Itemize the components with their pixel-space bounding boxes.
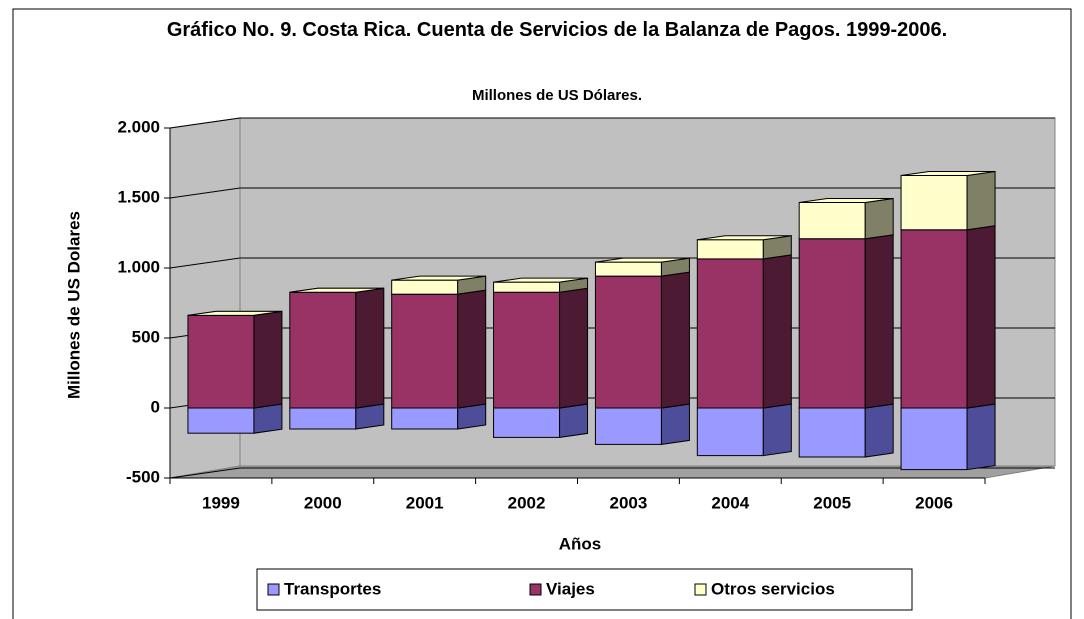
x-tick-label: 2006 bbox=[915, 493, 953, 512]
chart-subtitle: Millones de US Dólares. bbox=[471, 87, 643, 104]
x-tick-label: 2000 bbox=[304, 493, 342, 512]
bar-top bbox=[595, 257, 690, 263]
bar-side bbox=[253, 310, 283, 409]
y-axis-title: Millones de US Dolares bbox=[64, 211, 83, 399]
bar-segment bbox=[798, 407, 866, 458]
bar-segment bbox=[289, 407, 357, 430]
bar-side bbox=[660, 271, 690, 409]
bar-side bbox=[355, 287, 385, 409]
bar-segment bbox=[900, 174, 968, 231]
x-tick-label: 1999 bbox=[202, 493, 240, 512]
bar-side bbox=[660, 403, 690, 445]
bar-segment bbox=[187, 407, 255, 434]
y-tick-label: 2.000 bbox=[117, 117, 160, 136]
legend-label: Otros servicios bbox=[711, 579, 835, 598]
bar-side bbox=[559, 287, 589, 409]
legend-marker bbox=[267, 583, 280, 596]
legend-marker bbox=[529, 583, 542, 596]
y-tick-label: 1.000 bbox=[117, 257, 160, 276]
y-tick-label: 1.500 bbox=[117, 187, 160, 206]
bar-side bbox=[864, 403, 894, 458]
y-tick-label: -500 bbox=[126, 467, 160, 486]
bar-top bbox=[697, 235, 792, 241]
bar-segment bbox=[900, 229, 968, 409]
bar-segment bbox=[696, 239, 764, 260]
bar-side bbox=[559, 403, 589, 438]
bar-top bbox=[799, 197, 894, 203]
bar-segment bbox=[798, 238, 866, 409]
bar-side bbox=[457, 289, 487, 409]
bar-side bbox=[864, 197, 894, 240]
x-tick-label: 2005 bbox=[813, 493, 851, 512]
legend-label: Viajes bbox=[546, 579, 595, 598]
bar-segment bbox=[594, 407, 662, 445]
grid-line bbox=[169, 467, 1055, 479]
bar-segment bbox=[493, 281, 561, 293]
bar-top bbox=[187, 310, 283, 316]
bar-segment bbox=[289, 291, 357, 409]
x-tick-label: 2003 bbox=[610, 493, 648, 512]
grid-line bbox=[169, 117, 1055, 129]
bar-top bbox=[289, 287, 384, 293]
grid-line bbox=[169, 187, 1055, 199]
bar-segment bbox=[493, 407, 561, 438]
x-tick-label: 2001 bbox=[406, 493, 444, 512]
legend-label: Transportes bbox=[284, 579, 381, 598]
bar-side bbox=[762, 403, 792, 457]
bar-top bbox=[391, 275, 486, 281]
legend bbox=[256, 568, 913, 611]
x-tick-label: 2004 bbox=[711, 493, 749, 512]
bar-side bbox=[864, 234, 894, 409]
y-tick-label: 0 bbox=[151, 397, 160, 416]
y-tick-label: 500 bbox=[132, 327, 160, 346]
bar-segment bbox=[391, 407, 459, 430]
bar-side bbox=[966, 225, 996, 409]
bar-segment bbox=[798, 201, 866, 240]
bar-side bbox=[762, 254, 792, 409]
bar-segment bbox=[696, 407, 764, 457]
legend-marker bbox=[694, 583, 707, 596]
bar-segment bbox=[594, 261, 662, 277]
bar-segment bbox=[187, 314, 255, 409]
bar-segment bbox=[900, 407, 968, 471]
chart-title: Gráfico No. 9. Costa Rica. Cuenta de Ser… bbox=[166, 19, 948, 41]
bar-top bbox=[900, 170, 996, 176]
x-axis-title: Años bbox=[559, 534, 602, 553]
bar-segment bbox=[391, 279, 459, 295]
x-tick-label: 2002 bbox=[508, 493, 546, 512]
bar-side bbox=[966, 170, 996, 231]
bar-side bbox=[966, 403, 996, 471]
bar-segment bbox=[391, 293, 459, 409]
bar-side bbox=[253, 403, 283, 434]
bar-segment bbox=[594, 275, 662, 409]
bar-segment bbox=[493, 291, 561, 409]
bar-segment bbox=[696, 258, 764, 409]
bar-top bbox=[493, 277, 588, 283]
